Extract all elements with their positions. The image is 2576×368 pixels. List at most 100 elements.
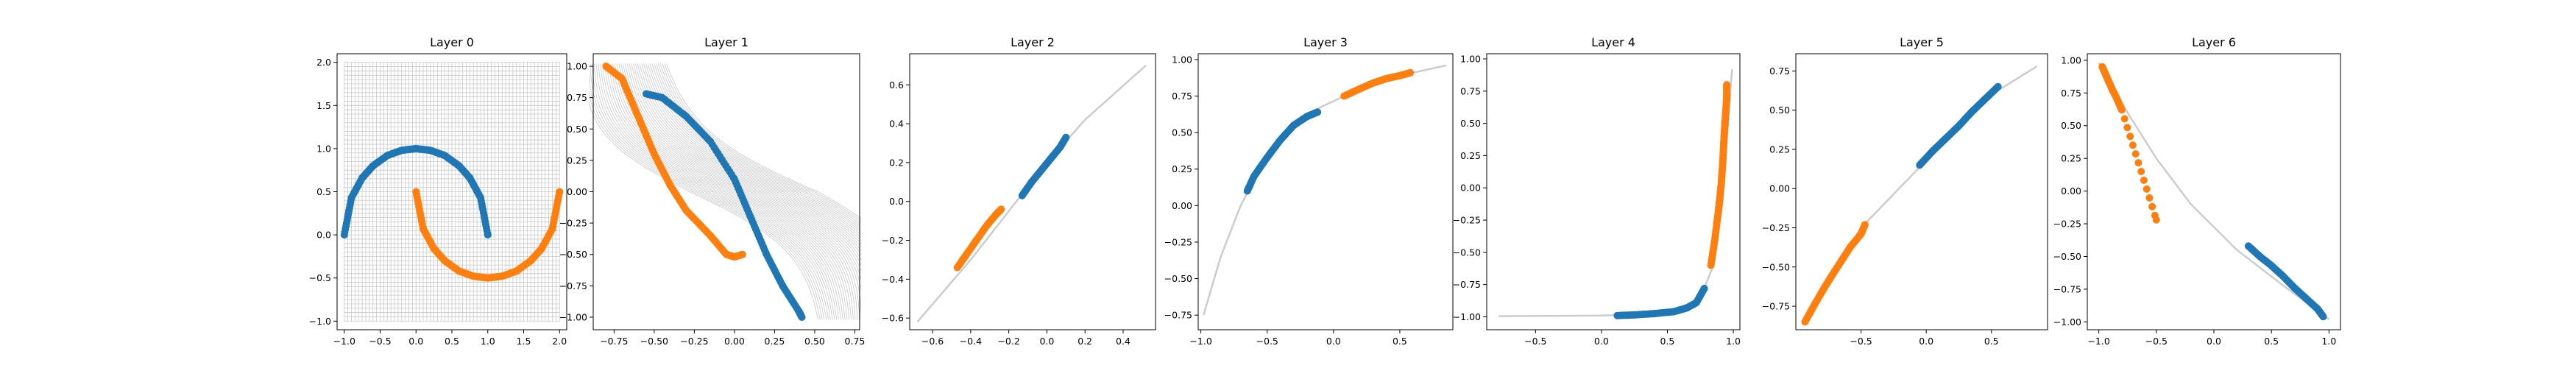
y-tick-label: 0.50: [2061, 120, 2081, 131]
x-tick-label: −0.5: [1256, 336, 1278, 347]
y-tick-label: 0.6: [889, 79, 904, 91]
axes-frame: [1197, 53, 1454, 330]
grid-curve: [626, 63, 861, 320]
y-tick-label: −1.00: [2053, 316, 2081, 328]
x-tick-label: 1.5: [517, 336, 531, 347]
y-tick-label: 0.00: [567, 186, 587, 197]
panel-title: Layer 1: [704, 35, 749, 49]
data-point: [2123, 124, 2131, 132]
series-blue: [340, 144, 492, 239]
y-tick-label: 0.25: [1172, 163, 1192, 174]
axes-frame: [592, 53, 860, 330]
x-tick-label: 0.2: [1078, 336, 1092, 347]
y-tick-label: 0.50: [1172, 127, 1192, 138]
manifold-curve: [916, 64, 1147, 323]
y-tick-label: 0.75: [1460, 85, 1481, 96]
data-point: [1723, 81, 1731, 89]
data-point: [2142, 185, 2151, 193]
y-tick-label: −0.50: [1762, 261, 1790, 272]
data-point: [484, 231, 492, 239]
y-tick-label: 0.75: [2061, 88, 2081, 99]
panel-layer-0: −1.0 −0.5 0.0 0.5 1.0 1.5 2.0 −1.0 −0.5 0.0 0.5 1.0…: [309, 35, 567, 347]
series-blue: [1916, 82, 2002, 169]
y-tick-label: −1.00: [559, 311, 587, 322]
panel-title: Layer 5: [1900, 35, 1944, 49]
y-tick-label: −0.50: [1453, 247, 1481, 258]
x-tick-label: 1.0: [481, 336, 495, 347]
y-tick-label: −0.4: [882, 274, 904, 285]
y-tick-label: 0.00: [1460, 183, 1481, 194]
manifold-curve: [1203, 64, 1447, 316]
x-tick-label: −0.5: [1850, 336, 1872, 347]
y-tick-label: 0.5: [316, 186, 331, 197]
panel-layer-6: −1.0 −0.5 0.0 0.5 1.0 −1.00 −0.75 −0.50 −0.25 0.0…: [2053, 35, 2341, 347]
grid-curve: [664, 63, 861, 222]
y-tick-label: −0.5: [309, 272, 331, 283]
x-tick-label: −1.0: [333, 336, 355, 347]
x-tick-label: 0.75: [845, 336, 866, 347]
y-tick-label: 0.4: [889, 118, 904, 130]
x-tick-label: −0.5: [1524, 336, 1546, 347]
y-tick-label: −0.75: [1762, 301, 1790, 312]
data-point: [2129, 141, 2137, 149]
data-point: [1861, 221, 1869, 229]
y-tick-label: −0.75: [559, 280, 587, 291]
y-tick-label: −1.0: [309, 316, 331, 327]
grid-curve: [604, 63, 839, 320]
x-tick-label: −0.5: [369, 336, 391, 347]
y-tick-label: 0.2: [889, 157, 904, 168]
grid-curve: [589, 91, 821, 320]
x-tick-label: −0.6: [921, 336, 944, 347]
y-tick-label: −0.75: [2053, 283, 2081, 294]
y-tick-label: 1.00: [2061, 54, 2081, 66]
x-tick-label: −0.25: [680, 336, 708, 347]
y-tick-label: 0.75: [1172, 91, 1192, 102]
y-tick-label: −0.50: [1164, 273, 1192, 284]
y-tick-label: 0.50: [1769, 105, 1790, 116]
series-orange: [1707, 81, 1731, 269]
x-tick-label: 0.25: [764, 336, 785, 347]
y-tick-label: −0.25: [1164, 236, 1192, 247]
data-point: [2319, 313, 2327, 321]
axes-frame: [2087, 53, 2341, 330]
y-tick-label: 1.00: [567, 61, 587, 72]
y-tick-label: 0.0: [316, 230, 331, 241]
y-tick-label: 1.00: [1460, 54, 1481, 65]
y-tick-label: 0.75: [1769, 66, 1790, 77]
y-tick-label: 0.25: [1460, 150, 1481, 161]
series-blue: [643, 90, 806, 321]
grid-curve: [647, 63, 861, 241]
grid-curve: [633, 63, 861, 272]
panel-layer-1: −0.75 −0.50 −0.25 0.00 0.25 0.50 0.75 −1.00 −0.7…: [559, 35, 866, 347]
panel-layer-3: −1.0 −0.5 0.0 0.5 −0.75 −0.50 −0.25 0.00 0.25 0.5…: [1164, 35, 1454, 347]
grid-curve: [590, 63, 825, 320]
y-tick-label: 0.50: [567, 124, 587, 135]
y-tick-label: 1.00: [1172, 54, 1192, 65]
series-blue: [1613, 284, 1708, 319]
data-point: [2126, 132, 2134, 141]
x-tick-label: −0.5: [2145, 336, 2168, 347]
y-tick-label: −0.2: [882, 235, 904, 246]
y-tick-label: 0.00: [1172, 200, 1192, 211]
y-tick-label: −1.00: [1453, 311, 1481, 322]
y-tick-label: −0.25: [1453, 215, 1481, 226]
data-point: [2145, 194, 2154, 202]
data-point: [2134, 159, 2142, 167]
panel-layer-5: −0.5 0.0 0.5 −0.75 −0.50 −0.25 0.00 0.25 0.50 0.7…: [1762, 35, 2048, 347]
grid-curve: [641, 63, 861, 252]
x-tick-label: 0.0: [2207, 336, 2221, 347]
grid-curve: [593, 63, 829, 320]
x-tick-label: 0.0: [1039, 336, 1054, 347]
y-tick-label: 1.5: [316, 100, 331, 111]
y-tick-label: 0.00: [1769, 183, 1790, 194]
data-point: [556, 188, 564, 196]
grid-curve: [631, 63, 861, 280]
panel-layer-2: −0.6 −0.4 −0.2 0.0 0.2 0.4 −0.6 −0.4 −0.2 0.0 0.2 0…: [882, 35, 1156, 347]
y-tick-label: −0.50: [2053, 251, 2081, 262]
data-point: [2148, 202, 2156, 210]
grid-curve: [639, 63, 861, 256]
axes-frame: [1486, 53, 1741, 330]
data-point: [2137, 168, 2145, 175]
x-tick-label: −0.50: [640, 336, 668, 347]
y-tick-label: −0.75: [1164, 310, 1192, 321]
